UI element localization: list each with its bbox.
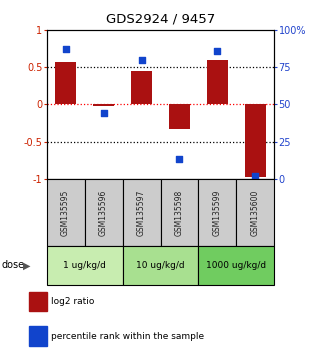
Bar <box>245 104 266 177</box>
Bar <box>207 60 228 104</box>
Point <box>101 110 106 116</box>
Bar <box>198 246 274 285</box>
Bar <box>47 246 123 285</box>
Bar <box>169 104 190 129</box>
Text: ▶: ▶ <box>23 261 30 270</box>
Text: GSM135597: GSM135597 <box>137 189 146 236</box>
Text: dose: dose <box>2 261 25 270</box>
Point <box>215 48 220 54</box>
Text: GSM135595: GSM135595 <box>61 189 70 236</box>
Bar <box>93 104 114 106</box>
Bar <box>29 326 47 346</box>
Text: GSM135596: GSM135596 <box>99 189 108 236</box>
Bar <box>160 179 198 246</box>
Text: GSM135599: GSM135599 <box>213 189 222 236</box>
Text: 1 ug/kg/d: 1 ug/kg/d <box>63 261 106 270</box>
Bar <box>198 179 237 246</box>
Bar <box>55 62 76 104</box>
Bar <box>123 246 198 285</box>
Point <box>177 156 182 162</box>
Bar <box>84 179 123 246</box>
Point <box>63 47 68 52</box>
Bar <box>131 71 152 104</box>
Text: 1000 ug/kg/d: 1000 ug/kg/d <box>206 261 266 270</box>
Text: GSM135600: GSM135600 <box>251 189 260 236</box>
Text: percentile rank within the sample: percentile rank within the sample <box>51 332 204 341</box>
Bar <box>29 292 47 311</box>
Text: GDS2924 / 9457: GDS2924 / 9457 <box>106 12 215 25</box>
Bar <box>237 179 274 246</box>
Text: 10 ug/kg/d: 10 ug/kg/d <box>136 261 185 270</box>
Point <box>139 57 144 63</box>
Point <box>253 173 258 179</box>
Bar <box>47 179 84 246</box>
Bar <box>123 179 160 246</box>
Text: log2 ratio: log2 ratio <box>51 297 95 306</box>
Text: GSM135598: GSM135598 <box>175 189 184 235</box>
